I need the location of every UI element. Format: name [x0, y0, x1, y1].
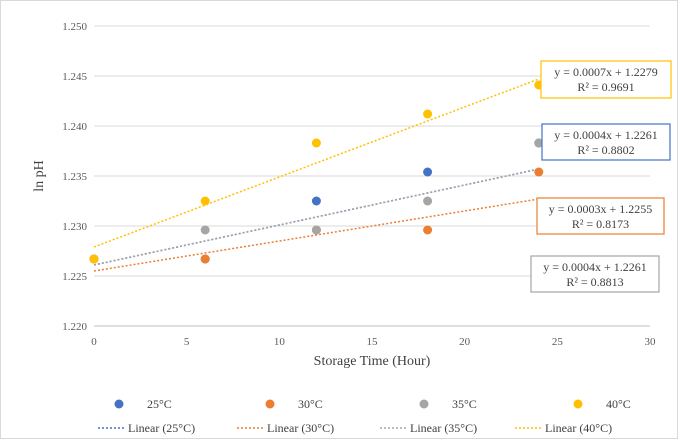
- y-tick-label: 1.220: [62, 321, 87, 333]
- trendline-equation: y = 0.0003x + 1.2255: [549, 202, 653, 216]
- y-tick-label: 1.240: [62, 121, 87, 133]
- data-point: [311, 196, 321, 206]
- trendline-equation: y = 0.0004x + 1.2261: [554, 128, 658, 142]
- legend-label: 25°C: [147, 397, 172, 411]
- data-point: [89, 254, 99, 264]
- trendline-2: [93, 168, 539, 266]
- legend-marker: [419, 399, 429, 409]
- data-point: [200, 196, 210, 206]
- y-tick-label: 1.230: [62, 221, 87, 233]
- trendline-3: [93, 78, 540, 248]
- equation-box: [540, 60, 672, 99]
- y-tick-label: 1.245: [62, 71, 87, 83]
- legend-trendline-label: Linear (35°C): [410, 421, 477, 435]
- x-tick-label: 20: [459, 336, 471, 348]
- legend-marker: [573, 399, 583, 409]
- data-point: [200, 254, 210, 264]
- x-axis-title: Storage Time (Hour): [314, 354, 431, 369]
- data-point: [423, 109, 433, 119]
- trendline-r-squared: R² = 0.9691: [577, 80, 634, 94]
- equation-box: [541, 123, 671, 161]
- trendline-1: [93, 198, 539, 272]
- x-tick-label: 10: [274, 336, 286, 348]
- data-point: [423, 167, 433, 177]
- trendline-r-squared: R² = 0.8813: [566, 275, 623, 289]
- legend-trendline-label: Linear (40°C): [545, 421, 612, 435]
- legend-label: 30°C: [298, 397, 323, 411]
- x-tick-label: 0: [91, 336, 97, 348]
- equation-box: [530, 255, 660, 293]
- y-tick-label: 1.235: [62, 171, 87, 183]
- legend-marker: [265, 399, 275, 409]
- x-tick-label: 5: [184, 336, 190, 348]
- data-point: [534, 138, 544, 148]
- data-point: [534, 167, 544, 177]
- trendline-r-squared: R² = 0.8173: [572, 217, 629, 231]
- x-tick-label: 15: [367, 336, 379, 348]
- data-point: [423, 196, 433, 206]
- data-point: [423, 225, 433, 235]
- legend-marker: [114, 399, 124, 409]
- x-tick-label: 30: [645, 336, 657, 348]
- trendline-equation: y = 0.0004x + 1.2261: [543, 260, 647, 274]
- x-tick-label: 25: [552, 336, 564, 348]
- trendline-equation: y = 0.0007x + 1.2279: [554, 65, 658, 79]
- legend-label: 40°C: [606, 397, 631, 411]
- data-point: [311, 225, 321, 235]
- legend-trendline-label: Linear (25°C): [128, 421, 195, 435]
- data-point: [311, 138, 321, 148]
- equation-box: [536, 197, 665, 235]
- trendline-r-squared: R² = 0.8802: [577, 143, 634, 157]
- y-axis-title: ln pH: [32, 160, 47, 192]
- data-point: [200, 225, 210, 235]
- y-tick-label: 1.250: [62, 21, 87, 33]
- legend-label: 35°C: [452, 397, 477, 411]
- legend-trendline-label: Linear (30°C): [267, 421, 334, 435]
- y-tick-label: 1.225: [62, 271, 87, 283]
